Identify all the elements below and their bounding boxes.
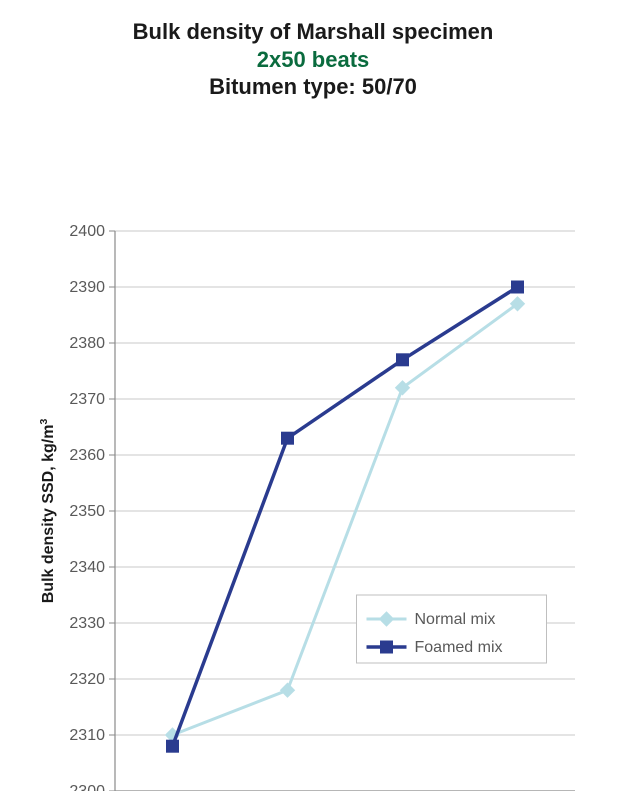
- legend-label: Foamed mix: [415, 639, 503, 656]
- svg-text:2320: 2320: [69, 671, 105, 688]
- title-line-3: Bitumen type: 50/70: [0, 73, 626, 101]
- svg-text:2380: 2380: [69, 335, 105, 352]
- svg-text:2300: 2300: [69, 783, 105, 791]
- legend-label: Normal mix: [415, 611, 496, 628]
- svg-text:2390: 2390: [69, 279, 105, 296]
- line-chart: 2300 2310 2320 2330 2340 2350 2360 2370 2380 2390…: [0, 101, 626, 791]
- title-line-2: 2x50 beats: [0, 46, 626, 74]
- y-axis-label: Bulk density SSD, kg/m3: [39, 418, 57, 603]
- chart-container: { "title": { "line1": { "text": "Bulk de…: [0, 0, 626, 792]
- svg-text:2310: 2310: [69, 727, 105, 744]
- svg-text:2340: 2340: [69, 559, 105, 576]
- svg-text:2400: 2400: [69, 223, 105, 240]
- svg-text:2330: 2330: [69, 615, 105, 632]
- svg-text:2350: 2350: [69, 503, 105, 520]
- svg-text:2360: 2360: [69, 447, 105, 464]
- title-line-1: Bulk density of Marshall specimen: [0, 18, 626, 46]
- chart-title: Bulk density of Marshall specimen 2x50 b…: [0, 0, 626, 101]
- svg-text:2370: 2370: [69, 391, 105, 408]
